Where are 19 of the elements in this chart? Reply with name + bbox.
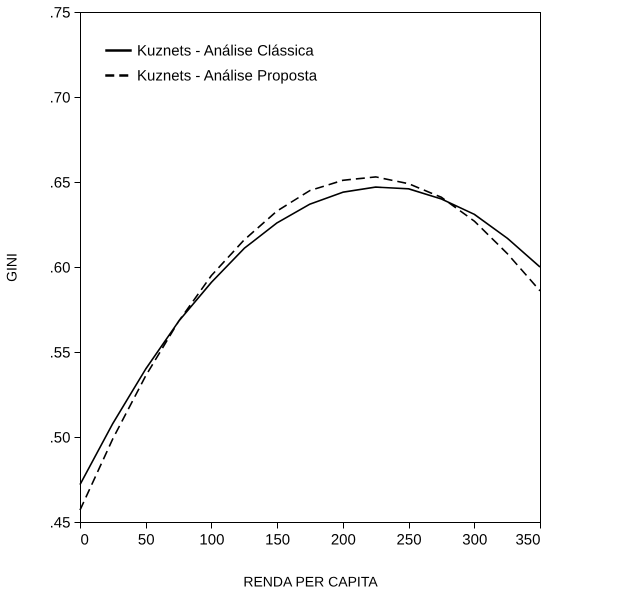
x-tick-label: 250 — [396, 532, 422, 548]
x-tick-label: 100 — [199, 532, 224, 548]
x-tick-label: 50 — [138, 532, 155, 548]
x-tick-label: 0 — [80, 532, 89, 548]
y-tick-label: .55 — [50, 344, 70, 362]
y-tick-label: .75 — [50, 4, 70, 22]
legend-label: Kuznets - Análise Clássica — [137, 42, 314, 60]
legend-label: Kuznets - Análise Proposta — [137, 68, 318, 84]
y-tick-label: .45 — [50, 514, 70, 532]
y-tick-label: .65 — [50, 174, 70, 192]
y-tick-label: .60 — [50, 260, 70, 276]
x-tick-label: 150 — [265, 532, 290, 548]
x-tick-label: 200 — [330, 532, 356, 548]
y-axis-title: GINI — [4, 253, 20, 282]
y-tick-label: .50 — [50, 430, 70, 446]
y-tick-label: .70 — [50, 90, 70, 106]
x-tick-label: 300 — [462, 532, 488, 548]
x-axis-title: RENDA PER CAPITA — [243, 574, 378, 590]
x-tick-label: 350 — [515, 532, 540, 548]
